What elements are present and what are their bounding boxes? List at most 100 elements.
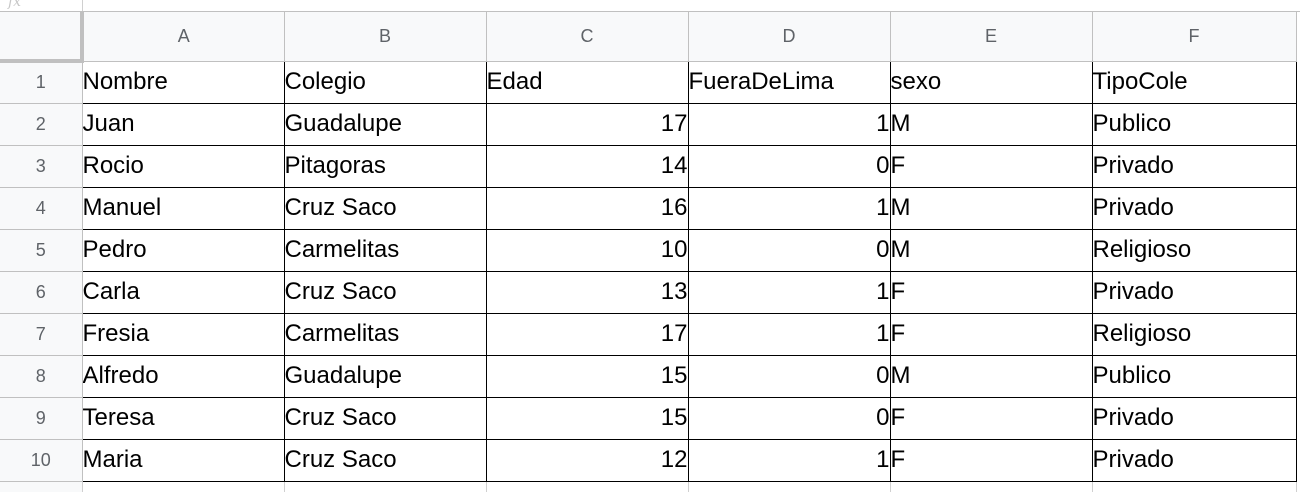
column-header-b[interactable]: B	[284, 12, 487, 62]
cell-c[interactable]: 17	[486, 313, 689, 356]
cell-c[interactable]: 13	[486, 271, 689, 314]
row-header[interactable]: 2	[0, 103, 83, 146]
row-header[interactable]: 3	[0, 145, 83, 188]
column-header-c[interactable]: C	[486, 12, 689, 62]
cell-a[interactable]: Rocio	[81, 145, 285, 188]
cell-b[interactable]: Cruz Saco	[284, 271, 487, 314]
row-header[interactable]: 7	[0, 313, 83, 356]
cell-e[interactable]: M	[890, 187, 1093, 230]
partial-row	[0, 481, 1297, 492]
table-row: 2 Juan Guadalupe 17 1 M Publico	[0, 103, 1297, 146]
cell-b[interactable]: Carmelitas	[284, 313, 487, 356]
table-row: 3 Rocio Pitagoras 14 0 F Privado	[0, 145, 1297, 188]
cell-e[interactable]: M	[890, 229, 1093, 272]
cell-e[interactable]: F	[890, 271, 1093, 314]
column-header-row: A B C D E F	[0, 12, 1297, 63]
cell-b[interactable]: Cruz Saco	[284, 397, 487, 440]
cell-e[interactable]: F	[890, 397, 1093, 440]
cell-d[interactable]: 1	[688, 313, 891, 356]
row-header[interactable]: 9	[0, 397, 83, 440]
cell-f[interactable]: Publico	[1092, 103, 1297, 146]
table-row: 8 Alfredo Guadalupe 15 0 M Publico	[0, 355, 1297, 398]
cell-c[interactable]: 16	[486, 187, 689, 230]
cell-d[interactable]: 0	[688, 145, 891, 188]
cell-f[interactable]: TipoCole	[1092, 60, 1297, 104]
row-header[interactable]	[0, 481, 83, 492]
cell-e[interactable]	[890, 481, 1093, 492]
cell-d[interactable]: 1	[688, 103, 891, 146]
cell-a[interactable]: Nombre	[81, 60, 285, 104]
cell-e[interactable]: M	[890, 355, 1093, 398]
cell-b[interactable]	[284, 481, 487, 492]
cell-d[interactable]: 0	[688, 229, 891, 272]
table-row: 9 Teresa Cruz Saco 15 0 F Privado	[0, 397, 1297, 440]
row-header[interactable]: 4	[0, 187, 83, 230]
cell-a[interactable]: Carla	[81, 271, 285, 314]
cell-e[interactable]: sexo	[890, 60, 1093, 104]
table-row: 7 Fresia Carmelitas 17 1 F Religioso	[0, 313, 1297, 356]
cell-a[interactable]: Pedro	[81, 229, 285, 272]
cell-f[interactable]: Privado	[1092, 145, 1297, 188]
cell-c[interactable]	[486, 481, 689, 492]
cell-a[interactable]: Fresia	[81, 313, 285, 356]
cell-f[interactable]: Privado	[1092, 187, 1297, 230]
formula-bar-divider	[82, 0, 83, 11]
table-row: 5 Pedro Carmelitas 10 0 M Religioso	[0, 229, 1297, 272]
row-header[interactable]: 6	[0, 271, 83, 314]
column-header-a[interactable]: A	[82, 12, 285, 62]
cell-d[interactable]: 0	[688, 397, 891, 440]
cell-f[interactable]	[1092, 481, 1297, 492]
fx-icon: fx	[8, 0, 22, 10]
cell-e[interactable]: F	[890, 439, 1093, 482]
cell-b[interactable]: Guadalupe	[284, 103, 487, 146]
cell-b[interactable]: Carmelitas	[284, 229, 487, 272]
cell-d[interactable]: FueraDeLima	[688, 60, 891, 104]
cell-f[interactable]: Religioso	[1092, 313, 1297, 356]
cell-a[interactable]: Teresa	[81, 397, 285, 440]
table-row: 1 Nombre Colegio Edad FueraDeLima sexo T…	[0, 60, 1297, 104]
row-header[interactable]: 1	[0, 61, 83, 104]
cell-b[interactable]: Pitagoras	[284, 145, 487, 188]
cell-a[interactable]: Manuel	[81, 187, 285, 230]
cell-e[interactable]: F	[890, 145, 1093, 188]
column-header-e[interactable]: E	[890, 12, 1093, 62]
row-header[interactable]: 10	[0, 439, 83, 482]
cell-c[interactable]: 17	[486, 103, 689, 146]
cell-a[interactable]: Juan	[81, 103, 285, 146]
cell-d[interactable]: 1	[688, 187, 891, 230]
cell-b[interactable]: Guadalupe	[284, 355, 487, 398]
cell-b[interactable]: Colegio	[284, 60, 487, 104]
cell-d[interactable]: 1	[688, 439, 891, 482]
cell-c[interactable]: 14	[486, 145, 689, 188]
row-header[interactable]: 5	[0, 229, 83, 272]
cell-f[interactable]: Religioso	[1092, 229, 1297, 272]
row-header[interactable]: 8	[0, 355, 83, 398]
cell-d[interactable]	[688, 481, 891, 492]
cell-f[interactable]: Privado	[1092, 397, 1297, 440]
cell-c[interactable]: 10	[486, 229, 689, 272]
table-row: 10 Maria Cruz Saco 12 1 F Privado	[0, 439, 1297, 482]
cell-d[interactable]: 1	[688, 271, 891, 314]
cell-a[interactable]	[82, 481, 285, 492]
cell-f[interactable]: Privado	[1092, 439, 1297, 482]
cell-f[interactable]: Privado	[1092, 271, 1297, 314]
formula-bar[interactable]: fx	[0, 0, 1300, 12]
cell-c[interactable]: 15	[486, 355, 689, 398]
cell-b[interactable]: Cruz Saco	[284, 439, 487, 482]
column-header-f[interactable]: F	[1092, 12, 1297, 62]
cell-c[interactable]: 12	[486, 439, 689, 482]
cell-f[interactable]: Publico	[1092, 355, 1297, 398]
cell-c[interactable]: 15	[486, 397, 689, 440]
table-row: 4 Manuel Cruz Saco 16 1 M Privado	[0, 187, 1297, 230]
select-all-corner[interactable]	[0, 12, 84, 63]
sheet-grid: A B C D E F 1 Nombre Colegio Edad FueraD…	[0, 12, 1297, 492]
cell-b[interactable]: Cruz Saco	[284, 187, 487, 230]
cell-d[interactable]: 0	[688, 355, 891, 398]
table-row: 6 Carla Cruz Saco 13 1 F Privado	[0, 271, 1297, 314]
cell-a[interactable]: Alfredo	[81, 355, 285, 398]
cell-e[interactable]: F	[890, 313, 1093, 356]
cell-a[interactable]: Maria	[81, 439, 285, 482]
column-header-d[interactable]: D	[688, 12, 891, 62]
cell-e[interactable]: M	[890, 103, 1093, 146]
cell-c[interactable]: Edad	[486, 60, 689, 104]
